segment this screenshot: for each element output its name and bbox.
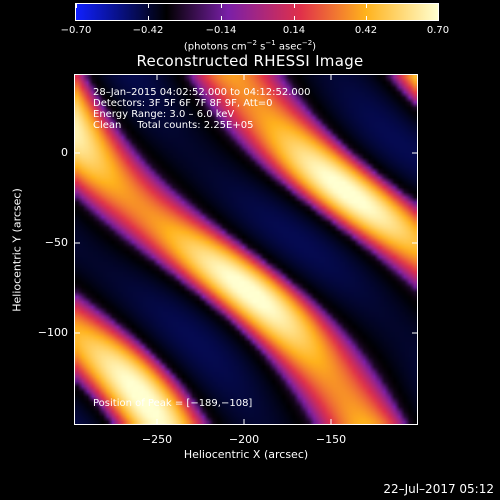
units-part: asec xyxy=(275,41,302,53)
colorbar-label: 0.42 xyxy=(354,25,378,36)
colorbar-tick xyxy=(221,16,222,20)
annotation-energy-range: Energy Range: 3.0 – 6.0 keV xyxy=(93,109,235,120)
colorbar-tick xyxy=(366,4,367,8)
colorbar-label: −0.42 xyxy=(132,25,164,36)
datestamp: 22–Jul–2017 05:12 xyxy=(383,482,494,496)
colorbar-tick xyxy=(294,16,295,20)
annotation-peak-position: Position of Peak = [−189,−108] xyxy=(93,398,253,409)
colorbar-tick xyxy=(148,4,149,8)
y-tick-label: −50 xyxy=(44,236,68,249)
image-title: Reconstructed RHESSI Image xyxy=(136,52,364,70)
image-plot: 28–Jan–2015 04:02:52.000 to 04:12:52.000… xyxy=(74,74,418,425)
annotation-counts: Clean Total counts: 2.25E+05 xyxy=(93,120,254,131)
units-suffix: ) xyxy=(312,41,317,53)
y-tick-label: −100 xyxy=(37,326,68,339)
units-exponent: −2 xyxy=(246,39,257,47)
colorbar-units: (photons cm−2 s−1 asec−2) xyxy=(0,39,500,52)
annotation-detectors: Detectors: 3F 5F 6F 7F 8F 9F, Att=0 xyxy=(93,98,273,109)
units-part: s xyxy=(256,41,266,53)
colorbar-label: −0.70 xyxy=(60,25,92,36)
y-axis-label: Heliocentric Y (arcsec) xyxy=(10,188,24,312)
colorbar-tick xyxy=(294,4,295,8)
rhessi-image xyxy=(75,75,417,424)
colorbar-tick xyxy=(76,4,77,8)
x-tick-label: −150 xyxy=(315,433,347,446)
colorbar-tick xyxy=(148,16,149,20)
colorbar-tick xyxy=(366,16,367,20)
x-axis-label: Heliocentric X (arcsec) xyxy=(183,448,309,461)
units-prefix: (photons cm xyxy=(183,41,247,53)
y-tick-label: 0 xyxy=(61,146,68,159)
x-tick-label: −200 xyxy=(228,433,260,446)
colorbar xyxy=(75,3,439,21)
units-exponent: −2 xyxy=(301,39,313,47)
annotation-time-range: 28–Jan–2015 04:02:52.000 to 04:12:52.000 xyxy=(93,87,311,98)
colorbar-label: 0.14 xyxy=(282,25,306,36)
units-exponent: −1 xyxy=(265,39,276,47)
x-tick-label: −250 xyxy=(141,433,173,446)
colorbar-tick xyxy=(221,4,222,8)
colorbar-label: −0.14 xyxy=(205,25,237,36)
colorbar-label: 0.70 xyxy=(426,25,450,36)
